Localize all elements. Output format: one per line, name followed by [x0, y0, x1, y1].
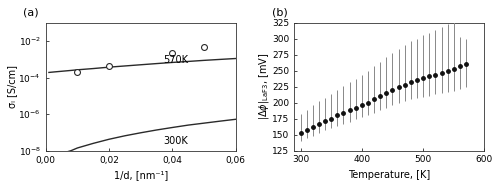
- Text: (b): (b): [272, 8, 287, 18]
- Text: (a): (a): [23, 8, 38, 18]
- Y-axis label: |$\Delta\phi$|$_{\mathregular{LaF3}}$, [mV]: |$\Delta\phi$|$_{\mathregular{LaF3}}$, […: [257, 53, 271, 120]
- Point: [105, 64, 113, 67]
- X-axis label: Temperature, [K]: Temperature, [K]: [348, 170, 430, 180]
- Point: [200, 45, 208, 48]
- Text: 300K: 300K: [163, 136, 188, 146]
- Text: 570K: 570K: [163, 55, 188, 65]
- Point: [168, 52, 176, 55]
- Y-axis label: σₗ [S/cm]: σₗ [S/cm]: [7, 65, 17, 108]
- X-axis label: 1/d, [nm⁻¹]: 1/d, [nm⁻¹]: [114, 170, 168, 180]
- Point: [74, 70, 82, 73]
